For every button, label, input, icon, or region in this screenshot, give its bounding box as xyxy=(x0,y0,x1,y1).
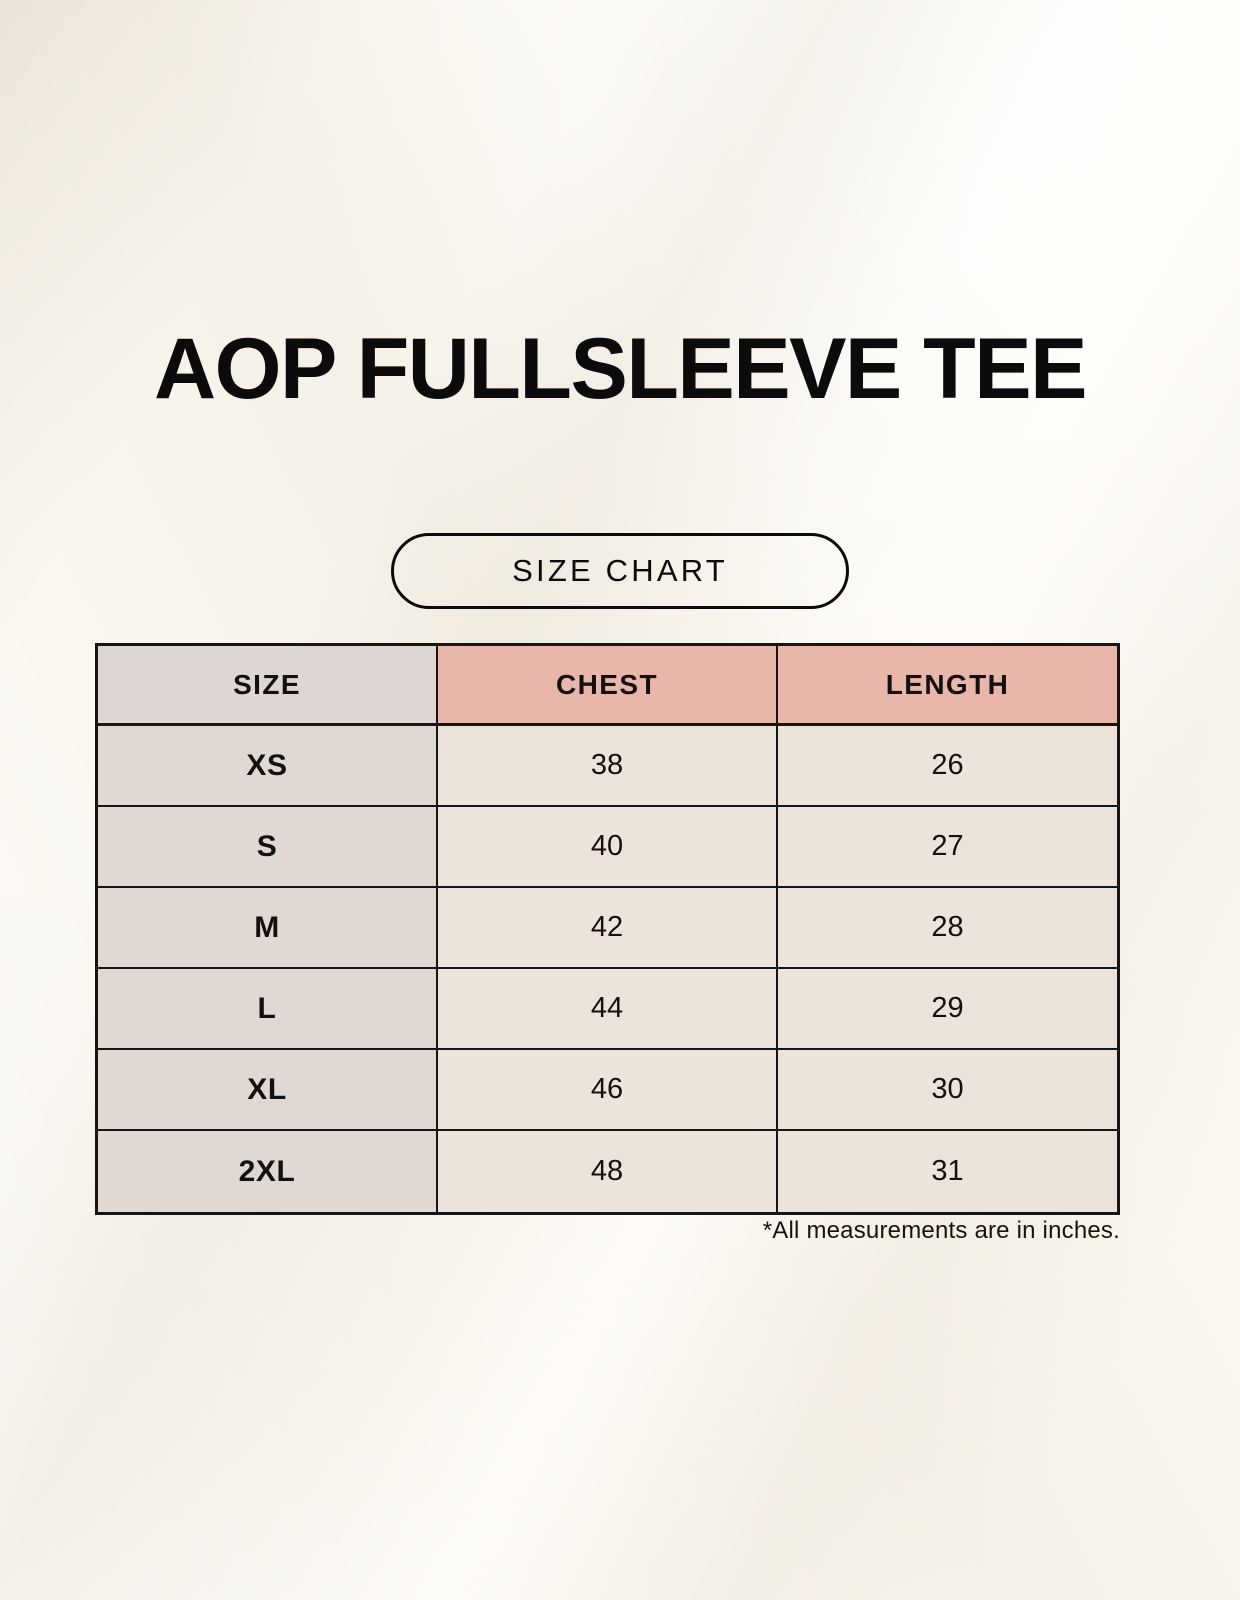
size-chart-table: SIZE CHEST LENGTH XS 38 26 S 40 27 M 42 … xyxy=(95,643,1120,1215)
cell-length: 30 xyxy=(778,1050,1117,1129)
table-row: 2XL 48 31 xyxy=(98,1131,1117,1212)
column-header-chest: CHEST xyxy=(438,646,778,723)
table-row: L 44 29 xyxy=(98,969,1117,1050)
column-header-size: SIZE xyxy=(98,646,438,723)
cell-chest: 42 xyxy=(438,888,778,967)
table-row: M 42 28 xyxy=(98,888,1117,969)
cell-size: S xyxy=(98,807,438,886)
size-chart-badge: SIZE CHART xyxy=(391,533,849,609)
cell-size: 2XL xyxy=(98,1131,438,1212)
column-header-length: LENGTH xyxy=(778,646,1117,723)
cell-chest: 44 xyxy=(438,969,778,1048)
cell-length: 28 xyxy=(778,888,1117,967)
cell-length: 31 xyxy=(778,1131,1117,1212)
cell-chest: 38 xyxy=(438,726,778,805)
cell-chest: 46 xyxy=(438,1050,778,1129)
measurements-footnote: *All measurements are in inches. xyxy=(762,1217,1120,1244)
table-row: XL 46 30 xyxy=(98,1050,1117,1131)
cell-size: L xyxy=(98,969,438,1048)
cell-size: M xyxy=(98,888,438,967)
cell-length: 27 xyxy=(778,807,1117,886)
table-header-row: SIZE CHEST LENGTH xyxy=(98,646,1117,726)
cell-length: 29 xyxy=(778,969,1117,1048)
cell-size: XL xyxy=(98,1050,438,1129)
cell-chest: 40 xyxy=(438,807,778,886)
cell-size: XS xyxy=(98,726,438,805)
page-title: AOP FULLSLEEVE TEE xyxy=(154,321,1087,417)
table-row: XS 38 26 xyxy=(98,726,1117,807)
size-chart-badge-wrap: SIZE CHART xyxy=(0,533,1240,609)
table-row: S 40 27 xyxy=(98,807,1117,888)
cell-length: 26 xyxy=(778,726,1117,805)
cell-chest: 48 xyxy=(438,1131,778,1212)
